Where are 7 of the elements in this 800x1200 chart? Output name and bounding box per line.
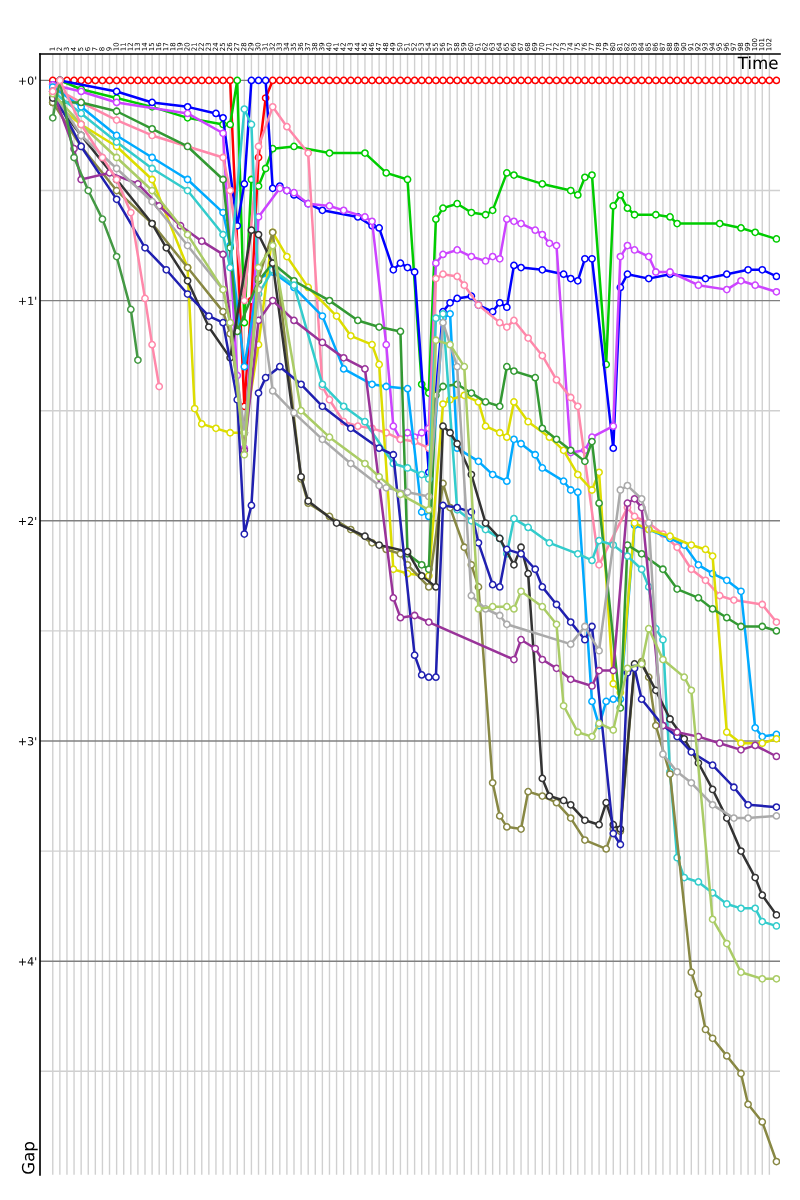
- y-tick-label: +3': [18, 736, 37, 746]
- y-tick-label: +2': [18, 516, 37, 526]
- x-axis-title: Time: [737, 56, 778, 70]
- y-tick-label: +4': [18, 957, 37, 966]
- y-axis-title: Gap: [21, 1142, 38, 1174]
- y-tick-label: +0': [18, 76, 37, 85]
- y-tick-label: +1': [18, 296, 37, 305]
